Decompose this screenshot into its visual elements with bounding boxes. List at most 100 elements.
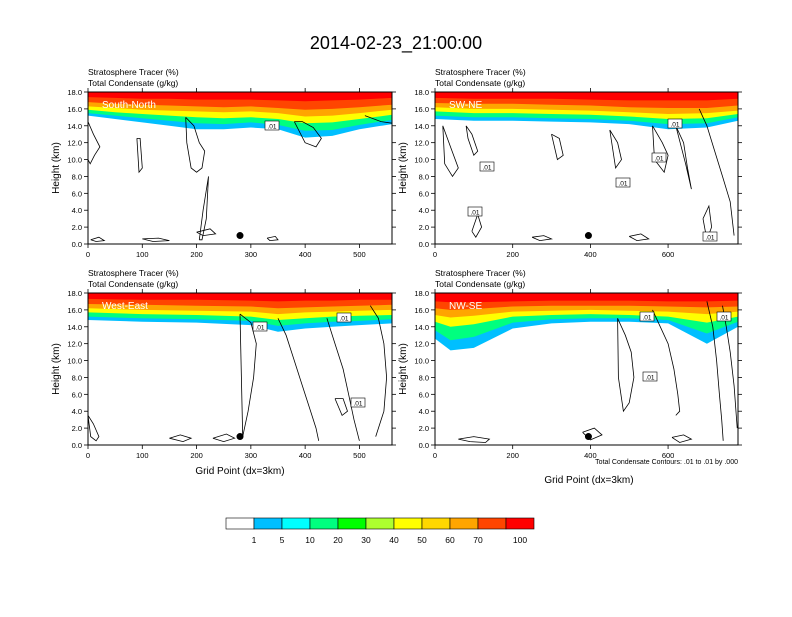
x-tick-label: 400 [299, 451, 312, 460]
svg-text:.01: .01 [642, 315, 651, 322]
y-axis-label: Height (km) [51, 343, 62, 395]
colorbar-label: 50 [417, 535, 427, 545]
colorbar-label: 5 [280, 535, 285, 545]
y-tick-label: 0.0 [72, 441, 82, 450]
y-tick-label: 4.0 [72, 206, 82, 215]
colorbar-label: 20 [333, 535, 343, 545]
y-tick-label: 14.0 [414, 323, 429, 332]
panel-label: NW-SE [449, 301, 482, 312]
panel-title-line1: Stratosphere Tracer (%) [88, 268, 179, 278]
contour-label: .01 [702, 231, 718, 242]
colorbar-cell [477, 517, 507, 530]
x-tick-label: 400 [299, 250, 312, 259]
panel-title-line2: Total Condensate (g/kg) [88, 78, 178, 88]
colorbar-cell [365, 517, 395, 530]
x-tick-label: 100 [136, 250, 149, 259]
colorbar-label: 40 [389, 535, 399, 545]
contour-label: .01 [716, 311, 732, 322]
y-tick-label: 0.0 [419, 240, 429, 249]
colorbar-cell [281, 517, 311, 530]
y-axis-label: Height (km) [51, 142, 62, 194]
condensate-contour-0 [88, 121, 101, 165]
y-tick-label: 8.0 [72, 172, 82, 181]
location-marker [236, 232, 244, 240]
colorbar-cell [309, 517, 339, 530]
contour-label: .01 [639, 311, 655, 322]
colorbar-cell [225, 517, 255, 530]
y-tick-label: 18.0 [67, 88, 82, 97]
tracer-layer-5 [88, 293, 392, 302]
condensate-contour-6 [671, 434, 693, 443]
condensate-contour-5 [364, 115, 392, 124]
panel-label: West-East [102, 301, 148, 312]
y-tick-label: 18.0 [414, 289, 429, 298]
svg-text:.01: .01 [353, 401, 362, 408]
y-axis-label: Height (km) [398, 142, 409, 194]
panel-title-line1: Stratosphere Tracer (%) [435, 67, 526, 77]
y-tick-label: 6.0 [419, 390, 429, 399]
condensate-contour-2 [326, 318, 360, 441]
svg-text:.01: .01 [618, 181, 627, 188]
y-tick-label: 16.0 [414, 306, 429, 315]
x-tick-label: 0 [433, 451, 437, 460]
plot-frame [87, 292, 393, 446]
y-tick-label: 16.0 [67, 105, 82, 114]
contour-label: .01 [615, 177, 631, 188]
tracer-layer-5 [435, 293, 738, 303]
svg-text:.01: .01 [670, 122, 679, 129]
condensate-contour-9 [266, 235, 279, 242]
y-tick-label: 18.0 [414, 88, 429, 97]
y-tick-label: 4.0 [419, 206, 429, 215]
plot-area: .01 .01 .01 .01 .01 .01 [435, 92, 738, 242]
colorbar-label: 60 [445, 535, 455, 545]
panel-label: SW-NE [449, 100, 482, 111]
figure-title: 2014-02-23_21:00:00 [310, 33, 482, 54]
y-tick-label: 16.0 [414, 105, 429, 114]
svg-text:.01: .01 [255, 325, 264, 332]
x-tick-label: 600 [662, 250, 675, 259]
panel-label: South-North [102, 100, 156, 111]
condensate-contour-4 [293, 121, 322, 148]
colorbar-cell [421, 517, 451, 530]
condensate-contour-3 [609, 129, 622, 170]
plot-area: .01 [88, 92, 392, 242]
x-tick-label: 300 [245, 250, 258, 259]
x-tick-label: 600 [662, 451, 675, 460]
location-marker [236, 433, 244, 441]
y-tick-label: 10.0 [67, 357, 82, 366]
condensate-contour-4 [458, 436, 491, 443]
plot-area: .01 .01 .01 [88, 293, 392, 443]
panel-title-line2: Total Condensate (g/kg) [88, 279, 178, 289]
x-tick-label: 500 [353, 250, 366, 259]
svg-text:.01: .01 [705, 235, 714, 242]
x-tick-label: 400 [584, 451, 597, 460]
contour-label: .01 [350, 397, 366, 408]
condensate-contour-5 [675, 125, 692, 190]
y-tick-label: 12.0 [414, 139, 429, 148]
contour-label: .01 [651, 152, 667, 163]
svg-text:.01: .01 [267, 124, 276, 131]
y-tick-label: 0.0 [72, 240, 82, 249]
contour-footnote: Total Condensate Contours: .01 to .01 by… [595, 459, 738, 466]
plot-frame [434, 91, 739, 245]
condensate-contour-6 [169, 434, 193, 443]
plot-frame [434, 292, 739, 446]
panel-swne: .01 .01 .01 .01 .01 .01 SW-NE Stratosphere Trac… [398, 67, 742, 259]
colorbar-label: 1 [252, 535, 257, 545]
contour-label: .01 [467, 206, 483, 217]
y-tick-label: 8.0 [419, 172, 429, 181]
location-marker [584, 232, 592, 240]
condensate-contour-2 [185, 117, 206, 173]
colorbar-cell [253, 517, 283, 530]
colorbar-label: 70 [473, 535, 483, 545]
condensate-contour-7 [142, 237, 170, 242]
y-tick-label: 12.0 [414, 340, 429, 349]
condensate-contour-2 [706, 301, 724, 441]
x-tick-label: 200 [190, 250, 203, 259]
tracer-layer-5 [88, 92, 392, 102]
panel-sn: .01 South-North Stratosphere Tracer (%)Tot… [51, 67, 396, 259]
condensate-contour-5 [88, 415, 100, 442]
